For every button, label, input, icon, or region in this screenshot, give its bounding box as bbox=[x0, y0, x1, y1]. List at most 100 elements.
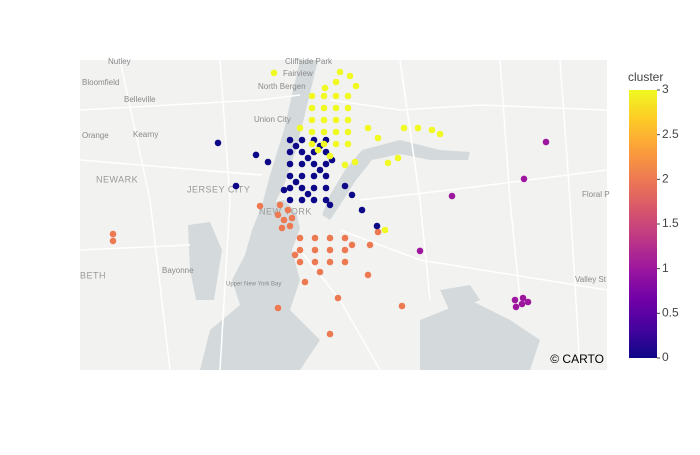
point bbox=[384, 159, 392, 167]
point bbox=[298, 160, 306, 168]
point bbox=[346, 72, 354, 80]
point bbox=[286, 222, 294, 230]
point bbox=[284, 206, 292, 214]
point bbox=[322, 172, 330, 180]
point bbox=[286, 172, 294, 180]
point bbox=[332, 78, 340, 86]
point bbox=[296, 246, 304, 254]
point bbox=[288, 214, 296, 222]
point bbox=[308, 116, 316, 124]
point bbox=[298, 136, 306, 144]
point bbox=[341, 258, 349, 266]
point bbox=[341, 182, 349, 190]
point bbox=[292, 178, 300, 186]
colorbar-ticks: 0 0.5 1 1.5 2 2.5 3 bbox=[657, 82, 679, 364]
point bbox=[232, 182, 240, 190]
point bbox=[518, 300, 526, 308]
colorbar-tick-label: 0 bbox=[662, 350, 669, 364]
point bbox=[322, 196, 330, 204]
attribution: © CARTO bbox=[550, 352, 604, 366]
point bbox=[341, 246, 349, 254]
point bbox=[274, 211, 282, 219]
place-label: Valley St bbox=[575, 275, 607, 284]
point bbox=[296, 124, 304, 132]
point bbox=[308, 104, 316, 112]
point bbox=[308, 140, 316, 148]
point bbox=[214, 139, 222, 147]
point bbox=[322, 148, 330, 156]
point bbox=[316, 166, 324, 174]
point bbox=[286, 196, 294, 204]
point bbox=[332, 104, 340, 112]
point bbox=[326, 258, 334, 266]
point bbox=[398, 302, 406, 310]
point bbox=[381, 226, 389, 234]
point bbox=[301, 278, 309, 286]
point bbox=[264, 158, 272, 166]
place-label: Belleville bbox=[124, 95, 156, 104]
point bbox=[344, 92, 352, 100]
point bbox=[280, 186, 288, 194]
point bbox=[314, 146, 322, 154]
point bbox=[366, 241, 374, 249]
point bbox=[252, 151, 260, 159]
place-label: Union City bbox=[254, 115, 291, 124]
point bbox=[280, 216, 288, 224]
colorbar-tick-label: 1.5 bbox=[662, 216, 679, 230]
point bbox=[320, 92, 328, 100]
point bbox=[332, 128, 340, 136]
point bbox=[326, 201, 334, 209]
point bbox=[326, 330, 334, 338]
point bbox=[291, 251, 299, 259]
point bbox=[310, 160, 318, 168]
point bbox=[351, 158, 359, 166]
point bbox=[316, 268, 324, 276]
colorbar-tick-label: 2 bbox=[662, 172, 669, 186]
point bbox=[341, 234, 349, 242]
point bbox=[512, 303, 520, 311]
point bbox=[286, 136, 294, 144]
point bbox=[321, 84, 329, 92]
place-label: Nutley bbox=[108, 57, 131, 66]
point bbox=[520, 175, 528, 183]
point bbox=[374, 134, 382, 142]
place-label: BETH bbox=[80, 270, 106, 280]
point bbox=[344, 104, 352, 112]
point bbox=[358, 206, 366, 214]
point bbox=[286, 148, 294, 156]
place-label: Fairview bbox=[283, 69, 313, 78]
point bbox=[298, 172, 306, 180]
point bbox=[310, 172, 318, 180]
place-label: Orange bbox=[82, 131, 109, 140]
point bbox=[364, 124, 372, 132]
point bbox=[332, 140, 340, 148]
point bbox=[270, 69, 278, 77]
point bbox=[374, 228, 382, 236]
colorbar bbox=[629, 90, 657, 358]
point bbox=[304, 154, 312, 162]
basemap bbox=[80, 60, 607, 370]
point bbox=[109, 230, 117, 238]
point bbox=[276, 201, 284, 209]
point bbox=[344, 140, 352, 148]
point bbox=[436, 130, 444, 138]
point bbox=[274, 304, 282, 312]
points-layer bbox=[109, 68, 550, 338]
point bbox=[348, 241, 356, 249]
point bbox=[364, 271, 372, 279]
point bbox=[304, 190, 312, 198]
point bbox=[400, 124, 408, 132]
point bbox=[292, 142, 300, 150]
colorbar-tick-label: 1 bbox=[662, 261, 669, 275]
point bbox=[298, 196, 306, 204]
point bbox=[428, 126, 436, 134]
point bbox=[310, 184, 318, 192]
point bbox=[311, 234, 319, 242]
point bbox=[519, 294, 527, 302]
point bbox=[296, 234, 304, 242]
point bbox=[322, 184, 330, 192]
point bbox=[286, 160, 294, 168]
place-label: Bloomfield bbox=[82, 78, 119, 87]
point bbox=[332, 92, 340, 100]
